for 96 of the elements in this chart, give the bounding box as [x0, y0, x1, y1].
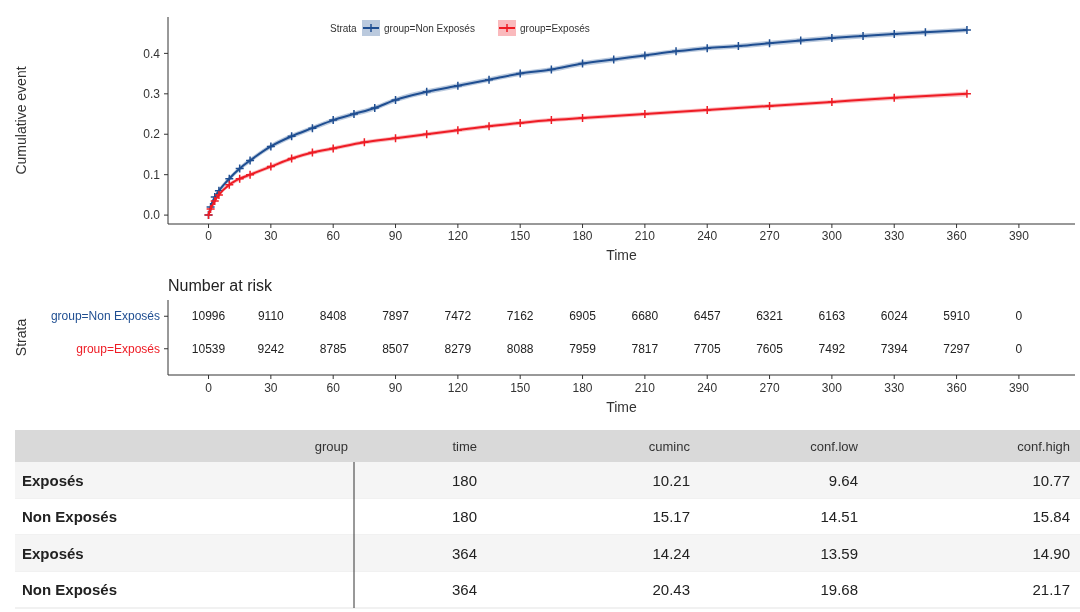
y-tick-label: 0.0: [143, 208, 161, 223]
text: 180: [451, 471, 477, 489]
x-tick-label: 240: [697, 381, 718, 395]
text: 364: [451, 581, 477, 598]
x-tick-label: 0: [205, 381, 213, 395]
x-tick-label: 150: [510, 229, 531, 243]
category-label: group: [314, 438, 348, 454]
data-label: 8507: [382, 341, 410, 356]
x-axis-title: Time: [606, 247, 638, 263]
x-tick-label: 270: [759, 381, 780, 395]
x-tick-label: 60: [326, 229, 341, 243]
text: 10.77: [1032, 471, 1070, 489]
x-tick-label: 210: [634, 229, 656, 243]
category-label: time: [452, 438, 477, 454]
text: 10.21: [652, 471, 690, 489]
x-tick-label: 390: [1008, 381, 1030, 395]
data-label: 7705: [693, 341, 721, 356]
x-tick-label: 330: [884, 229, 905, 243]
data-label: 7472: [444, 309, 472, 324]
text: 14.51: [820, 508, 858, 525]
x-axis-title: Time: [606, 399, 638, 415]
data-label: 10996: [191, 309, 226, 324]
data-label: 7959: [569, 341, 597, 356]
x-tick-label: 300: [821, 381, 843, 395]
data-label: 8279: [444, 341, 472, 356]
data-label: 7394: [880, 341, 908, 356]
category-label: cuminc: [648, 438, 691, 454]
data-label: 6905: [569, 309, 597, 324]
data-label: 8408: [319, 309, 347, 324]
legend-label: group=Exposés: [520, 22, 590, 34]
x-tick-label: 60: [326, 381, 341, 395]
chart-title: Number at risk: [168, 277, 274, 294]
y-axis-title: Cumulative event: [13, 66, 29, 175]
data-label: 6680: [631, 309, 659, 324]
text: 364: [451, 544, 477, 562]
data-label: 6163: [818, 309, 846, 324]
legend-title: Strata: [330, 22, 358, 34]
data-label: 5910: [943, 309, 971, 324]
y-tick-label: 0.3: [143, 87, 161, 102]
x-tick-label: 390: [1008, 229, 1030, 243]
text: 21.17: [1032, 581, 1070, 598]
x-tick-label: 120: [447, 229, 469, 243]
x-tick-label: 0: [205, 229, 213, 243]
data-label: 6457: [693, 309, 721, 324]
y-tick-label: group=Non Exposés: [50, 309, 160, 324]
data-label: 8785: [319, 341, 347, 356]
data-label: 6024: [880, 309, 908, 324]
x-tick-label: 90: [388, 381, 403, 395]
data-label: 8088: [506, 341, 534, 356]
x-tick-label: 120: [447, 381, 469, 395]
x-tick-label: 240: [697, 229, 718, 243]
x-tick-label: 360: [946, 229, 967, 243]
category-label: conf.low: [810, 438, 859, 454]
data-label: 7817: [631, 341, 659, 356]
data-label: 6321: [756, 309, 784, 324]
data-label: 9242: [257, 341, 285, 356]
y-tick-label: 0.1: [143, 167, 161, 182]
text: Non Exposés: [22, 581, 118, 598]
data-label: 7297: [943, 341, 971, 356]
text: 180: [451, 508, 477, 525]
data-label: 0: [1015, 341, 1023, 356]
text: 15.17: [652, 508, 690, 525]
x-tick-label: 270: [759, 229, 780, 243]
text: Exposés: [22, 471, 84, 489]
text: 14.24: [652, 544, 690, 562]
data-label: 10539: [191, 341, 226, 356]
data-label: 7897: [382, 309, 410, 324]
y-axis-title: Strata: [13, 318, 29, 357]
text: 19.68: [820, 581, 858, 598]
y-tick-label: 0.2: [143, 127, 161, 142]
text: 9.64: [828, 471, 858, 489]
data-label: 7492: [818, 341, 846, 356]
data-label: 0: [1015, 309, 1023, 324]
x-tick-label: 30: [264, 381, 278, 395]
x-tick-label: 150: [510, 381, 531, 395]
text: Exposés: [22, 544, 84, 562]
y-tick-label: 0.4: [143, 46, 161, 61]
x-tick-label: 210: [634, 381, 656, 395]
x-tick-label: 300: [821, 229, 843, 243]
data-label: 7162: [506, 309, 534, 324]
data-label: 7605: [756, 341, 784, 356]
legend-label: group=Non Exposés: [384, 22, 475, 34]
text: Non Exposés: [22, 508, 118, 525]
text: 13.59: [820, 544, 858, 562]
x-tick-label: 330: [884, 381, 905, 395]
text: 14.90: [1032, 544, 1070, 562]
text: 15.84: [1032, 508, 1070, 525]
data-label: 9110: [257, 309, 285, 324]
y-tick-label: group=Exposés: [76, 341, 160, 356]
x-tick-label: 30: [264, 229, 278, 243]
x-tick-label: 90: [388, 229, 403, 243]
category-label: conf.high: [1017, 438, 1070, 454]
x-tick-label: 360: [946, 381, 967, 395]
text: 20.43: [652, 581, 690, 598]
x-tick-label: 180: [572, 381, 593, 395]
x-tick-label: 180: [572, 229, 593, 243]
